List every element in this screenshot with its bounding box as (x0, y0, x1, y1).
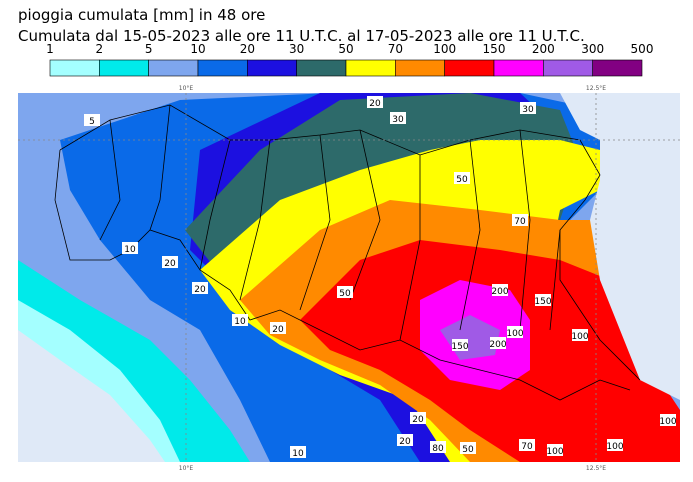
colorbar-label: 10 (190, 42, 205, 56)
colorbar-label: 500 (631, 42, 654, 56)
colorbar-label: 100 (433, 42, 456, 56)
contour-label-bg (572, 329, 588, 341)
contour-label-bg (520, 102, 536, 114)
contour-label-bg (547, 444, 563, 456)
contour-label: 100 (506, 329, 523, 339)
longitude-label: 10°E (179, 85, 194, 92)
longitude-label: 12.5°E (586, 85, 606, 92)
colorbar-label: 200 (532, 42, 555, 56)
contour-label-bg (84, 114, 100, 126)
contour-label: 10 (292, 449, 304, 459)
contour-label: 20 (164, 259, 176, 269)
colorbar-swatch (99, 59, 149, 77)
contour-label-bg (192, 282, 208, 294)
colorbar-label: 5 (145, 42, 153, 56)
contour-label-bg (490, 337, 506, 349)
contour-label: 70 (521, 442, 533, 452)
colorbar-swatch (543, 59, 593, 77)
contour-label: 20 (369, 99, 381, 109)
contour-label-bg (122, 242, 138, 254)
contour-label-bg (410, 412, 426, 424)
contour-label-bg (290, 446, 306, 458)
colorbar-label: 300 (581, 42, 604, 56)
colorbar: 1 2 5 10 20 30 50 70 100 150 200 300 500 (46, 42, 654, 77)
colorbar-swatch (148, 59, 199, 77)
subtitle: Cumulata dal 15-05-2023 alle ore 11 U.T.… (18, 27, 585, 45)
contour-label: 20 (399, 437, 411, 447)
longitude-label: 12.5°E (586, 465, 606, 472)
contour-label: 150 (534, 297, 551, 307)
contour-label-bg (660, 414, 676, 426)
longitude-label: 10°E (179, 465, 194, 472)
contour-labels: 5 10 20 20 30 20 30 50 70 10 20 50 100 150 200 200 150 10… (84, 96, 677, 459)
contour-label-bg (232, 314, 248, 326)
contour-label-bg (507, 326, 523, 338)
contour-label-bg (430, 441, 446, 453)
colorbar-label: 150 (483, 42, 506, 56)
colorbar-swatch (296, 59, 347, 77)
contour-label: 30 (522, 105, 534, 115)
contour-label: 20 (412, 415, 424, 425)
contour-label-bg (519, 439, 535, 451)
colorbar-swatch (49, 59, 100, 77)
contour-label-bg (367, 96, 383, 108)
colorbar-label: 1 (46, 42, 54, 56)
contour-label: 20 (194, 285, 206, 295)
colorbar-swatch (444, 59, 495, 77)
contour-label: 10 (124, 245, 136, 255)
colorbar-swatch (247, 59, 297, 77)
contour-label-bg (270, 322, 286, 334)
contour-label: 30 (392, 115, 404, 125)
contour-label: 100 (659, 417, 676, 427)
map (18, 93, 680, 462)
colorbar-swatch (197, 59, 248, 77)
contour-label-bg (452, 339, 468, 351)
contour-label: 200 (491, 287, 508, 297)
title: pioggia cumulata [mm] in 48 ore (18, 6, 266, 24)
contour-label-bg (512, 214, 528, 226)
contour-label: 50 (339, 289, 351, 299)
contour-label: 100 (546, 447, 563, 457)
colorbar-swatch (395, 59, 445, 77)
colorbar-label: 30 (289, 42, 304, 56)
contour-label-bg (397, 434, 413, 446)
contour-label: 70 (514, 217, 526, 227)
colorbar-label: 20 (240, 42, 255, 56)
contour-label-bg (454, 172, 470, 184)
contour-label: 10 (234, 317, 246, 327)
contour-label-bg (607, 439, 623, 451)
contour-label-bg (535, 294, 551, 306)
contour-label: 150 (451, 342, 468, 352)
contour-label: 20 (272, 325, 284, 335)
colorbar-swatch (592, 59, 643, 77)
contour-label: 100 (606, 442, 623, 452)
contour-label: 50 (456, 175, 468, 185)
contour-label: 50 (462, 445, 474, 455)
colorbar-label: 50 (338, 42, 353, 56)
contour-label: 100 (571, 332, 588, 342)
colorbar-swatch (345, 59, 396, 77)
contour-label-bg (337, 286, 353, 298)
colorbar-swatch (493, 59, 544, 77)
contour-label-bg (492, 284, 508, 296)
contour-label: 5 (89, 117, 95, 127)
colorbar-label: 70 (388, 42, 403, 56)
contour-label: 200 (489, 340, 506, 350)
contour-label-bg (460, 442, 476, 454)
contour-label: 80 (432, 444, 444, 454)
contour-label-bg (162, 256, 178, 268)
colorbar-label: 2 (96, 42, 104, 56)
contour-label-bg (390, 112, 406, 124)
